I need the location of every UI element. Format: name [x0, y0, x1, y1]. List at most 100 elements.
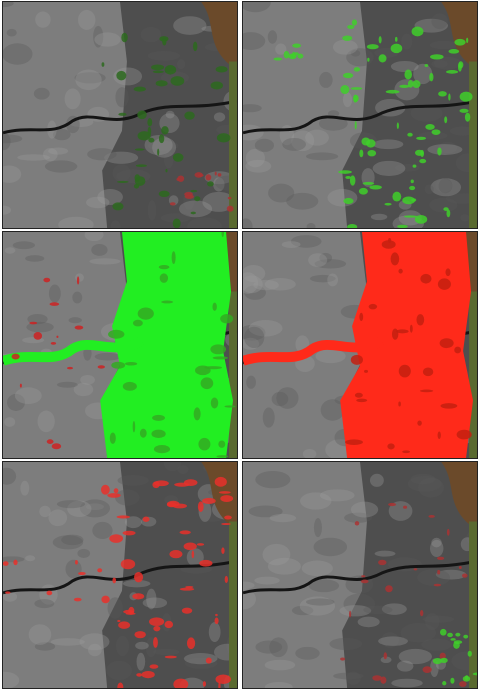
change-patch [439, 338, 454, 349]
terrain-texture [248, 505, 283, 518]
terrain-texture [410, 104, 443, 122]
change-patch [440, 403, 458, 409]
terrain-texture [89, 258, 121, 265]
terrain-texture [202, 191, 236, 212]
change-patch [440, 657, 448, 664]
dark-terrain [102, 462, 237, 688]
change-patch [390, 252, 400, 266]
change-patch [153, 625, 161, 632]
change-river [243, 336, 385, 366]
terrain-texture [165, 110, 175, 119]
terrain-texture [431, 537, 442, 548]
change-patch [171, 251, 176, 265]
terrain-texture [52, 129, 71, 141]
change-patch [107, 493, 121, 498]
change-patch [459, 108, 469, 113]
change-patch [159, 273, 169, 283]
change-patch [358, 187, 368, 195]
change-patch [149, 617, 165, 627]
change-patch [200, 377, 214, 390]
change-patch [134, 174, 141, 182]
terrain-texture [48, 284, 61, 303]
terrain-texture [3, 2, 14, 8]
terrain-texture [327, 189, 358, 207]
change-patch [121, 32, 128, 43]
change-patch [404, 69, 412, 80]
change-patch [450, 677, 455, 684]
terrain-texture [97, 189, 123, 206]
change-patch [378, 36, 382, 44]
change-patch [398, 364, 411, 378]
change-patch [158, 190, 170, 198]
terrain-texture [243, 265, 266, 283]
change-patch [135, 164, 147, 168]
change-patch [369, 185, 382, 190]
change-patch [183, 542, 197, 551]
terrain-texture [435, 179, 453, 193]
change-patch [49, 302, 60, 306]
change-patch [368, 303, 378, 310]
change-patch [398, 401, 401, 407]
terrain-texture [122, 579, 151, 588]
change-patch [118, 112, 127, 116]
terrain-texture [268, 183, 295, 203]
change-patch [29, 321, 38, 325]
terrain-texture [135, 641, 149, 650]
terrain-texture [77, 548, 91, 558]
terrain-texture [72, 291, 83, 304]
terrain-texture [3, 591, 18, 602]
change-patch [46, 439, 54, 444]
change-patch [437, 569, 441, 575]
change-patch [440, 628, 447, 636]
satellite-panel [2, 461, 238, 689]
change-patch [361, 575, 366, 578]
change-patch [33, 332, 43, 340]
change-patch [419, 158, 427, 164]
change-patch [455, 632, 461, 637]
terrain-texture [438, 141, 458, 154]
change-patch [149, 664, 159, 669]
terrain-texture [78, 9, 96, 30]
river-bank [229, 291, 237, 458]
terrain-texture [244, 326, 265, 349]
change-patch [193, 407, 201, 421]
change-patch [402, 450, 411, 454]
river-edge [201, 2, 237, 72]
change-patch [113, 488, 119, 494]
terrain-texture [64, 88, 81, 110]
change-patch [419, 389, 434, 393]
terrain-texture [300, 492, 332, 510]
change-patch [354, 392, 363, 398]
change-patch [446, 528, 450, 536]
change-patch [170, 76, 185, 86]
change-patch [158, 265, 170, 270]
change-patch [349, 175, 356, 186]
terrain-texture [344, 512, 372, 523]
terrain-texture [407, 476, 442, 492]
terrain-texture [342, 92, 353, 108]
change-patch [422, 367, 434, 377]
terrain-texture [3, 165, 22, 183]
change-patch [378, 559, 387, 566]
change-patch [218, 440, 226, 448]
change-patch [350, 354, 363, 365]
change-patch [215, 66, 228, 73]
river-bank [469, 291, 477, 458]
terrain-texture [429, 539, 444, 558]
terrain-texture [243, 104, 262, 113]
change-patch [220, 495, 234, 503]
change-patch [192, 41, 198, 52]
change-patch [147, 118, 153, 127]
change-patch [450, 638, 456, 641]
river-edge [441, 462, 477, 532]
change-patch [466, 37, 469, 44]
change-patch [179, 587, 195, 591]
terrain-texture [425, 613, 440, 631]
change-patch [454, 38, 466, 46]
change-patch [202, 681, 206, 687]
river-bank [469, 61, 477, 228]
terrain-texture [50, 638, 85, 646]
terrain-texture [140, 26, 162, 43]
terrain-texture [381, 603, 407, 615]
change-patch [437, 147, 442, 156]
